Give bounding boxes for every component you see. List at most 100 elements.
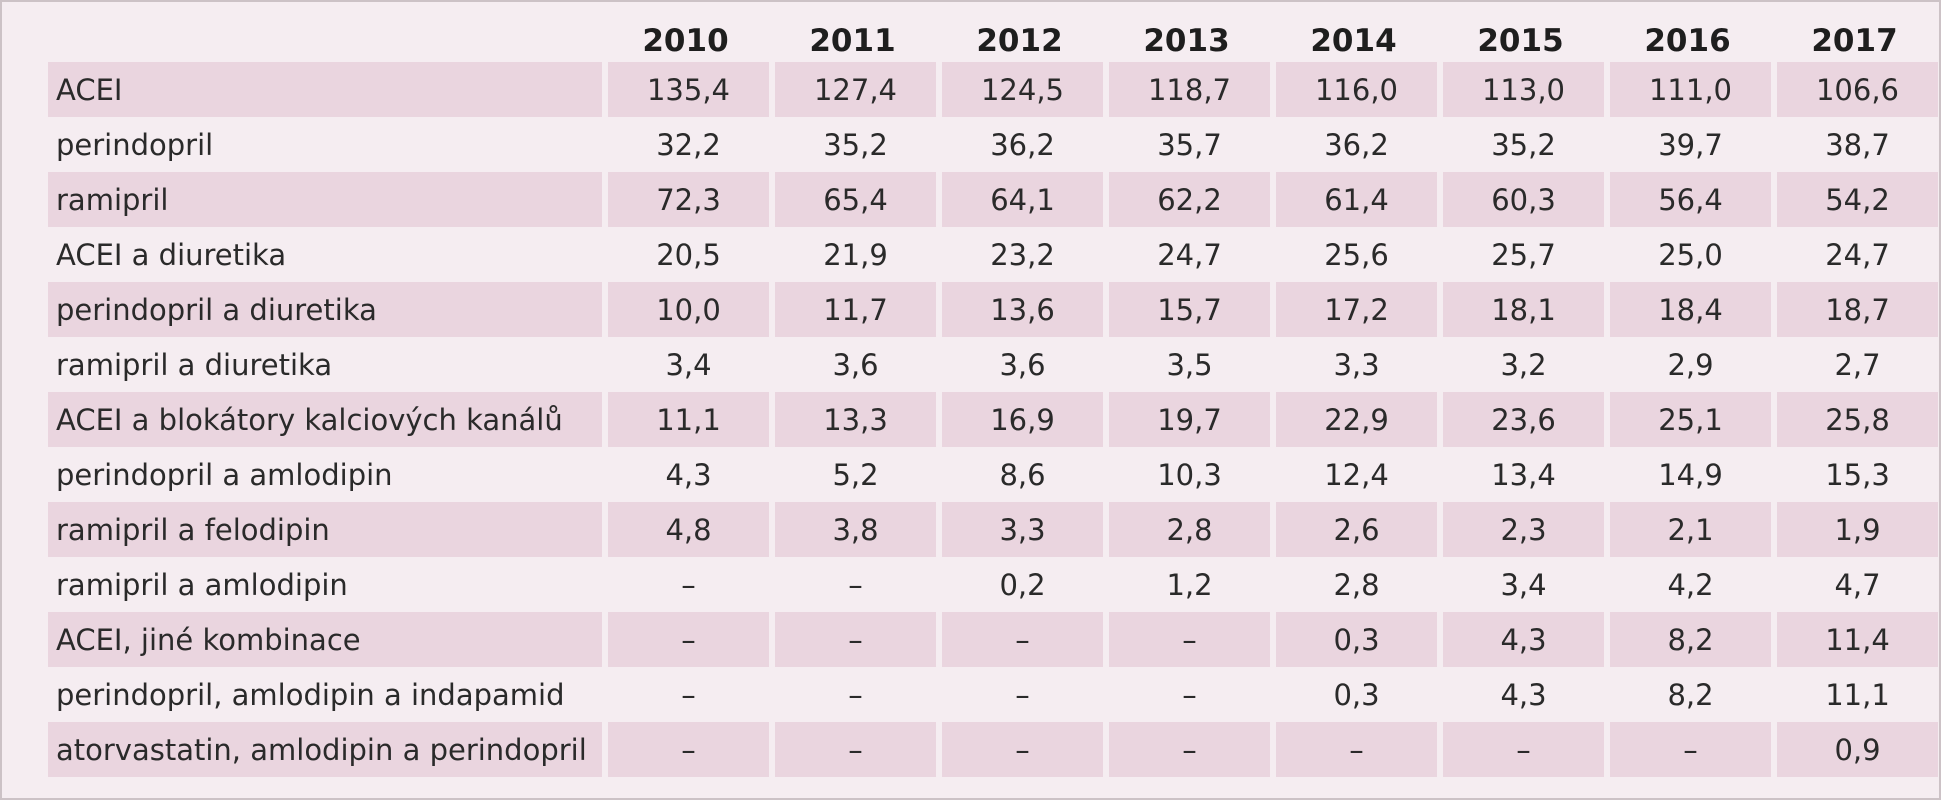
header-cell-year: 2013 bbox=[1143, 23, 1230, 59]
value-cell: 2,6 bbox=[1270, 502, 1437, 557]
data-table: 2010 2011 2012 2013 2014 2015 2016 2017 … bbox=[48, 20, 1938, 777]
value-cell: 35,7 bbox=[1157, 127, 1222, 162]
value-cell: – bbox=[1103, 612, 1270, 667]
value-cell: 64,1 bbox=[936, 172, 1103, 227]
table-row: ramipril a diuretika 3,4 3,6 3,6 3,5 3,3 3,2 2,… bbox=[48, 337, 1938, 392]
table-row: ACEI a diuretika 20,5 21,9 23,2 24,7 25,6 25,7… bbox=[48, 227, 1938, 282]
table-row: ACEI, jiné kombinace – – – –0,3 4,3 8,2 11,4 bbox=[48, 612, 1938, 667]
value-cell: – bbox=[936, 612, 1103, 667]
value-cell: 25,8 bbox=[1771, 392, 1938, 447]
value-cell: 18,4 bbox=[1604, 282, 1771, 337]
value-cell: 4,3 bbox=[665, 457, 712, 492]
value-cell: 13,6 bbox=[936, 282, 1103, 337]
value-cell: 36,2 bbox=[1324, 127, 1389, 162]
value-cell: 2,3 bbox=[1437, 502, 1604, 557]
value-cell: 24,7 bbox=[1157, 237, 1222, 272]
row-label: perindopril bbox=[56, 127, 214, 162]
value-cell: 4,2 bbox=[1667, 567, 1714, 602]
row-label: perindopril a amlodipin bbox=[56, 457, 393, 492]
value-cell: 17,2 bbox=[1270, 282, 1437, 337]
value-cell: 116,0 bbox=[1270, 62, 1437, 117]
value-cell: 4,3 bbox=[1500, 677, 1547, 712]
value-cell: 0,9 bbox=[1771, 722, 1938, 777]
value-cell: 22,9 bbox=[1270, 392, 1437, 447]
value-cell: 11,1 bbox=[1825, 677, 1890, 712]
header-cell-year: 2017 bbox=[1811, 23, 1898, 59]
value-cell: 11,1 bbox=[602, 392, 769, 447]
value-cell: 118,7 bbox=[1103, 62, 1270, 117]
value-cell: 62,2 bbox=[1103, 172, 1270, 227]
table-row: perindopril 32,2 35,2 36,2 35,7 36,2 35,2 39,7 3… bbox=[48, 117, 1938, 172]
row-label: ACEI a blokátory kalciových kanálů bbox=[48, 392, 602, 447]
value-cell: – bbox=[1604, 722, 1771, 777]
value-cell: 24,7 bbox=[1825, 237, 1890, 272]
value-cell: 4,8 bbox=[602, 502, 769, 557]
value-cell: 127,4 bbox=[769, 62, 936, 117]
table-row: ramipril 72,3 65,4 64,1 62,2 61,4 60,3 56,4 54,2 bbox=[48, 172, 1938, 227]
table-row: atorvastatin, amlodipin a perindopril – – –… bbox=[48, 722, 1938, 777]
value-cell: 39,7 bbox=[1658, 127, 1723, 162]
value-cell: 13,4 bbox=[1491, 457, 1556, 492]
value-cell: – bbox=[1270, 722, 1437, 777]
value-cell: 25,7 bbox=[1491, 237, 1556, 272]
value-cell: 20,5 bbox=[656, 237, 721, 272]
value-cell: 54,2 bbox=[1771, 172, 1938, 227]
value-cell: 15,7 bbox=[1103, 282, 1270, 337]
header-cell-year: 2014 bbox=[1310, 23, 1397, 59]
value-cell: 3,5 bbox=[1166, 347, 1213, 382]
value-cell: – bbox=[681, 567, 696, 602]
row-label: ramipril a diuretika bbox=[56, 347, 333, 382]
value-cell: 18,7 bbox=[1771, 282, 1938, 337]
table-row: ramipril a amlodipin – – 0,2 1,2 2,8 3,4 4,2 4,7 bbox=[48, 557, 1938, 612]
value-cell: 23,6 bbox=[1437, 392, 1604, 447]
value-cell: 3,6 bbox=[999, 347, 1046, 382]
value-cell: 11,4 bbox=[1771, 612, 1938, 667]
value-cell: – bbox=[1437, 722, 1604, 777]
value-cell: 135,4 bbox=[602, 62, 769, 117]
value-cell: 0,2 bbox=[999, 567, 1046, 602]
value-cell: 23,2 bbox=[990, 237, 1055, 272]
value-cell: 25,0 bbox=[1658, 237, 1723, 272]
row-label: ACEI bbox=[48, 62, 602, 117]
value-cell: 16,9 bbox=[936, 392, 1103, 447]
table-row: ACEI 135,4 127,4 124,5 118,7 116,0 113,0 111,0 1… bbox=[48, 62, 1938, 117]
value-cell: 8,2 bbox=[1604, 612, 1771, 667]
value-cell: 3,4 bbox=[665, 347, 712, 382]
table-row: perindopril, amlodipin a indapamid – – – – 0,… bbox=[48, 667, 1938, 722]
value-cell: 13,3 bbox=[769, 392, 936, 447]
value-cell: – bbox=[769, 612, 936, 667]
value-cell: 3,2 bbox=[1500, 347, 1547, 382]
row-label: atorvastatin, amlodipin a perindopril bbox=[48, 722, 602, 777]
value-cell: 21,9 bbox=[823, 237, 888, 272]
value-cell: 111,0 bbox=[1604, 62, 1771, 117]
table-body: ACEI 135,4 127,4 124,5 118,7 116,0 113,0 111,0 1… bbox=[48, 62, 1938, 777]
value-cell: 11,7 bbox=[769, 282, 936, 337]
value-cell: – bbox=[602, 722, 769, 777]
value-cell: 124,5 bbox=[936, 62, 1103, 117]
header-cell-year: 2011 bbox=[809, 23, 896, 59]
value-cell: – bbox=[936, 722, 1103, 777]
value-cell: 3,3 bbox=[1333, 347, 1380, 382]
value-cell: 35,2 bbox=[1491, 127, 1556, 162]
value-cell: 18,1 bbox=[1437, 282, 1604, 337]
row-label: ramipril a amlodipin bbox=[56, 567, 348, 602]
header-cell-year: 2012 bbox=[976, 23, 1063, 59]
header-cell-label bbox=[48, 20, 602, 62]
row-label: perindopril a diuretika bbox=[48, 282, 602, 337]
value-cell: 4,3 bbox=[1437, 612, 1604, 667]
table-row: ramipril a felodipin 4,8 3,8 3,3 2,8 2,6 2,3 2,… bbox=[48, 502, 1938, 557]
value-cell: 35,2 bbox=[823, 127, 888, 162]
row-label: ramipril a felodipin bbox=[48, 502, 602, 557]
value-cell: 8,6 bbox=[999, 457, 1046, 492]
value-cell: – bbox=[1103, 722, 1270, 777]
value-cell: – bbox=[681, 677, 696, 712]
value-cell: 10,3 bbox=[1157, 457, 1222, 492]
value-cell: 2,9 bbox=[1667, 347, 1714, 382]
value-cell: 32,2 bbox=[656, 127, 721, 162]
value-cell: 5,2 bbox=[832, 457, 879, 492]
value-cell: 4,7 bbox=[1834, 567, 1881, 602]
value-cell: 36,2 bbox=[990, 127, 1055, 162]
table-row: perindopril a diuretika 10,0 11,7 13,6 15,7 1… bbox=[48, 282, 1938, 337]
value-cell: 2,1 bbox=[1604, 502, 1771, 557]
value-cell: 106,6 bbox=[1771, 62, 1938, 117]
